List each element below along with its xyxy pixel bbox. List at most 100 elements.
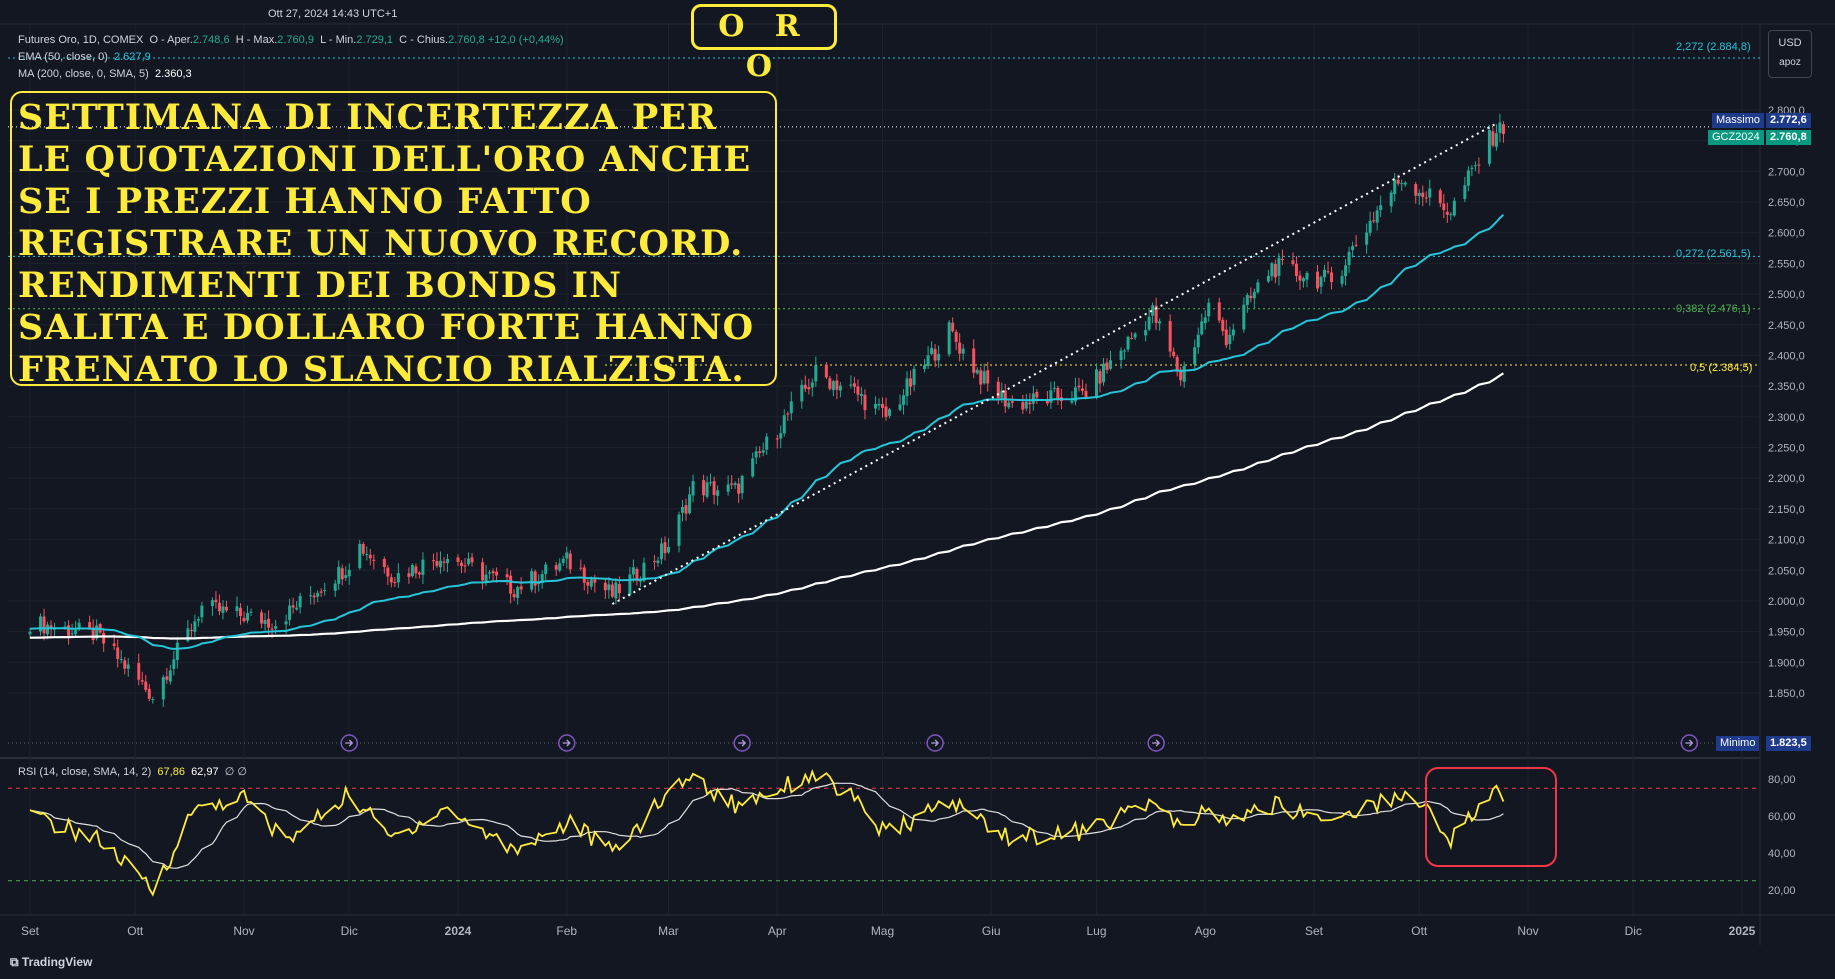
candle-body [1280, 259, 1284, 261]
time-tick-label: Ago [1195, 924, 1217, 938]
candle-body [410, 565, 414, 577]
candle-body [456, 557, 460, 562]
candle-body [1105, 362, 1109, 370]
candle-body [484, 574, 488, 582]
candle-body [996, 381, 1000, 399]
candle-body [112, 643, 116, 647]
candle-body [1330, 272, 1334, 283]
event-arrow-icon [738, 739, 747, 747]
candle-body [438, 560, 442, 568]
rsi-legend[interactable]: RSI (14, close, SMA, 14, 2) 67,86 62,97 … [18, 765, 247, 778]
rsi-tick-label: 40,00 [1768, 848, 1796, 860]
ema-legend[interactable]: EMA (50, close, 0) 2.627,9 [18, 51, 151, 63]
rsi-tick-label: 20,00 [1768, 885, 1796, 897]
price-tick-label: 2.600,0 [1768, 228, 1805, 240]
candle-body [1372, 220, 1376, 222]
candle-body [954, 331, 958, 342]
candle-body [1158, 321, 1162, 324]
ma-value: 2.360,3 [154, 68, 192, 80]
price-tick-label: 2.050,0 [1768, 565, 1805, 577]
price-tick-label: 2.650,0 [1768, 197, 1805, 209]
candle-body [1056, 387, 1060, 399]
candle-body [516, 587, 520, 598]
price-tick-label: 2.000,0 [1768, 596, 1805, 608]
candle-body [1414, 184, 1418, 196]
candle-body [1389, 192, 1393, 207]
candle-body [393, 581, 397, 583]
candle-body [1424, 197, 1428, 199]
candle-body [467, 558, 471, 565]
time-tick-label: Apr [768, 924, 787, 938]
candle-body [460, 562, 464, 567]
candle-body [691, 481, 695, 496]
candle-body [116, 647, 120, 659]
candle-body [1147, 316, 1151, 330]
candle-body [926, 355, 930, 367]
candle-body [898, 404, 902, 410]
time-tick-label: Nov [233, 924, 254, 938]
candle-body [824, 364, 828, 378]
candle-body [386, 567, 390, 577]
candle-body [565, 552, 569, 559]
candle-body [1193, 347, 1197, 365]
candle-body [1151, 305, 1155, 316]
candle-body [782, 415, 786, 434]
candle-body [417, 572, 421, 575]
time-tick-label: Mag [871, 924, 894, 938]
candle-body [1375, 210, 1379, 223]
candle-body [1000, 390, 1004, 398]
chart-title-box: O R O [691, 4, 837, 84]
close-value: 2.760,8 [448, 34, 485, 46]
candle-body [923, 365, 927, 370]
open-label: O - Aper. [149, 34, 193, 46]
candle-body [295, 607, 299, 610]
candle-body [214, 599, 218, 603]
candle-body [1354, 244, 1358, 246]
candle-body [902, 395, 906, 405]
candle-body [930, 347, 934, 354]
candle-body [1073, 387, 1077, 402]
rsi-label: RSI (14, close, SMA, 14, 2) [18, 766, 152, 778]
candle-body [519, 586, 523, 590]
candle-body [1305, 273, 1309, 280]
candle-body [617, 584, 621, 594]
candle-body [986, 370, 990, 384]
candle-body [758, 451, 762, 453]
candle-body [586, 581, 590, 586]
candle-body [1052, 387, 1056, 389]
massimo-tag: Massimo [1712, 113, 1765, 128]
candle-body [1403, 182, 1407, 185]
candle-body [803, 384, 807, 389]
candle-body [635, 568, 639, 581]
candle-body [217, 602, 221, 612]
fib-level-label-3: 0,382 (2.476,1) [1676, 303, 1751, 315]
candle-body [835, 380, 839, 390]
candle-body [445, 558, 449, 564]
candle-body [607, 584, 611, 591]
candle-body [544, 564, 548, 575]
candle-body [593, 579, 597, 583]
annotation-box: SETTIMANA DI INCERTEZZA PER LE QUOTAZION… [10, 91, 777, 390]
candle-body [1228, 334, 1232, 345]
change-value: +12,0 (+0,44%) [487, 34, 564, 46]
tradingview-logo[interactable]: ⧉ TradingView [10, 955, 92, 970]
candle-body [1301, 278, 1305, 282]
candle-body [77, 622, 81, 629]
low-value: 2.729,1 [356, 34, 394, 46]
candle-body [49, 625, 53, 629]
candle-body [961, 348, 965, 354]
candle-body [298, 596, 302, 608]
candle-body [1231, 329, 1235, 336]
ma-legend[interactable]: MA (200, close, 0, SMA, 5) 2.360,3 [18, 68, 192, 80]
candle-body [358, 543, 362, 569]
price-tick-label: 1.850,0 [1768, 688, 1805, 700]
candle-body [1400, 183, 1404, 185]
candle-body [1221, 319, 1225, 332]
candle-body [937, 354, 941, 361]
candle-body [1501, 124, 1505, 135]
price-tick-label: 2.400,0 [1768, 350, 1805, 362]
candle-body [1368, 220, 1372, 233]
currency-selector[interactable]: USD apoz [1768, 30, 1812, 78]
candle-body [88, 622, 92, 628]
